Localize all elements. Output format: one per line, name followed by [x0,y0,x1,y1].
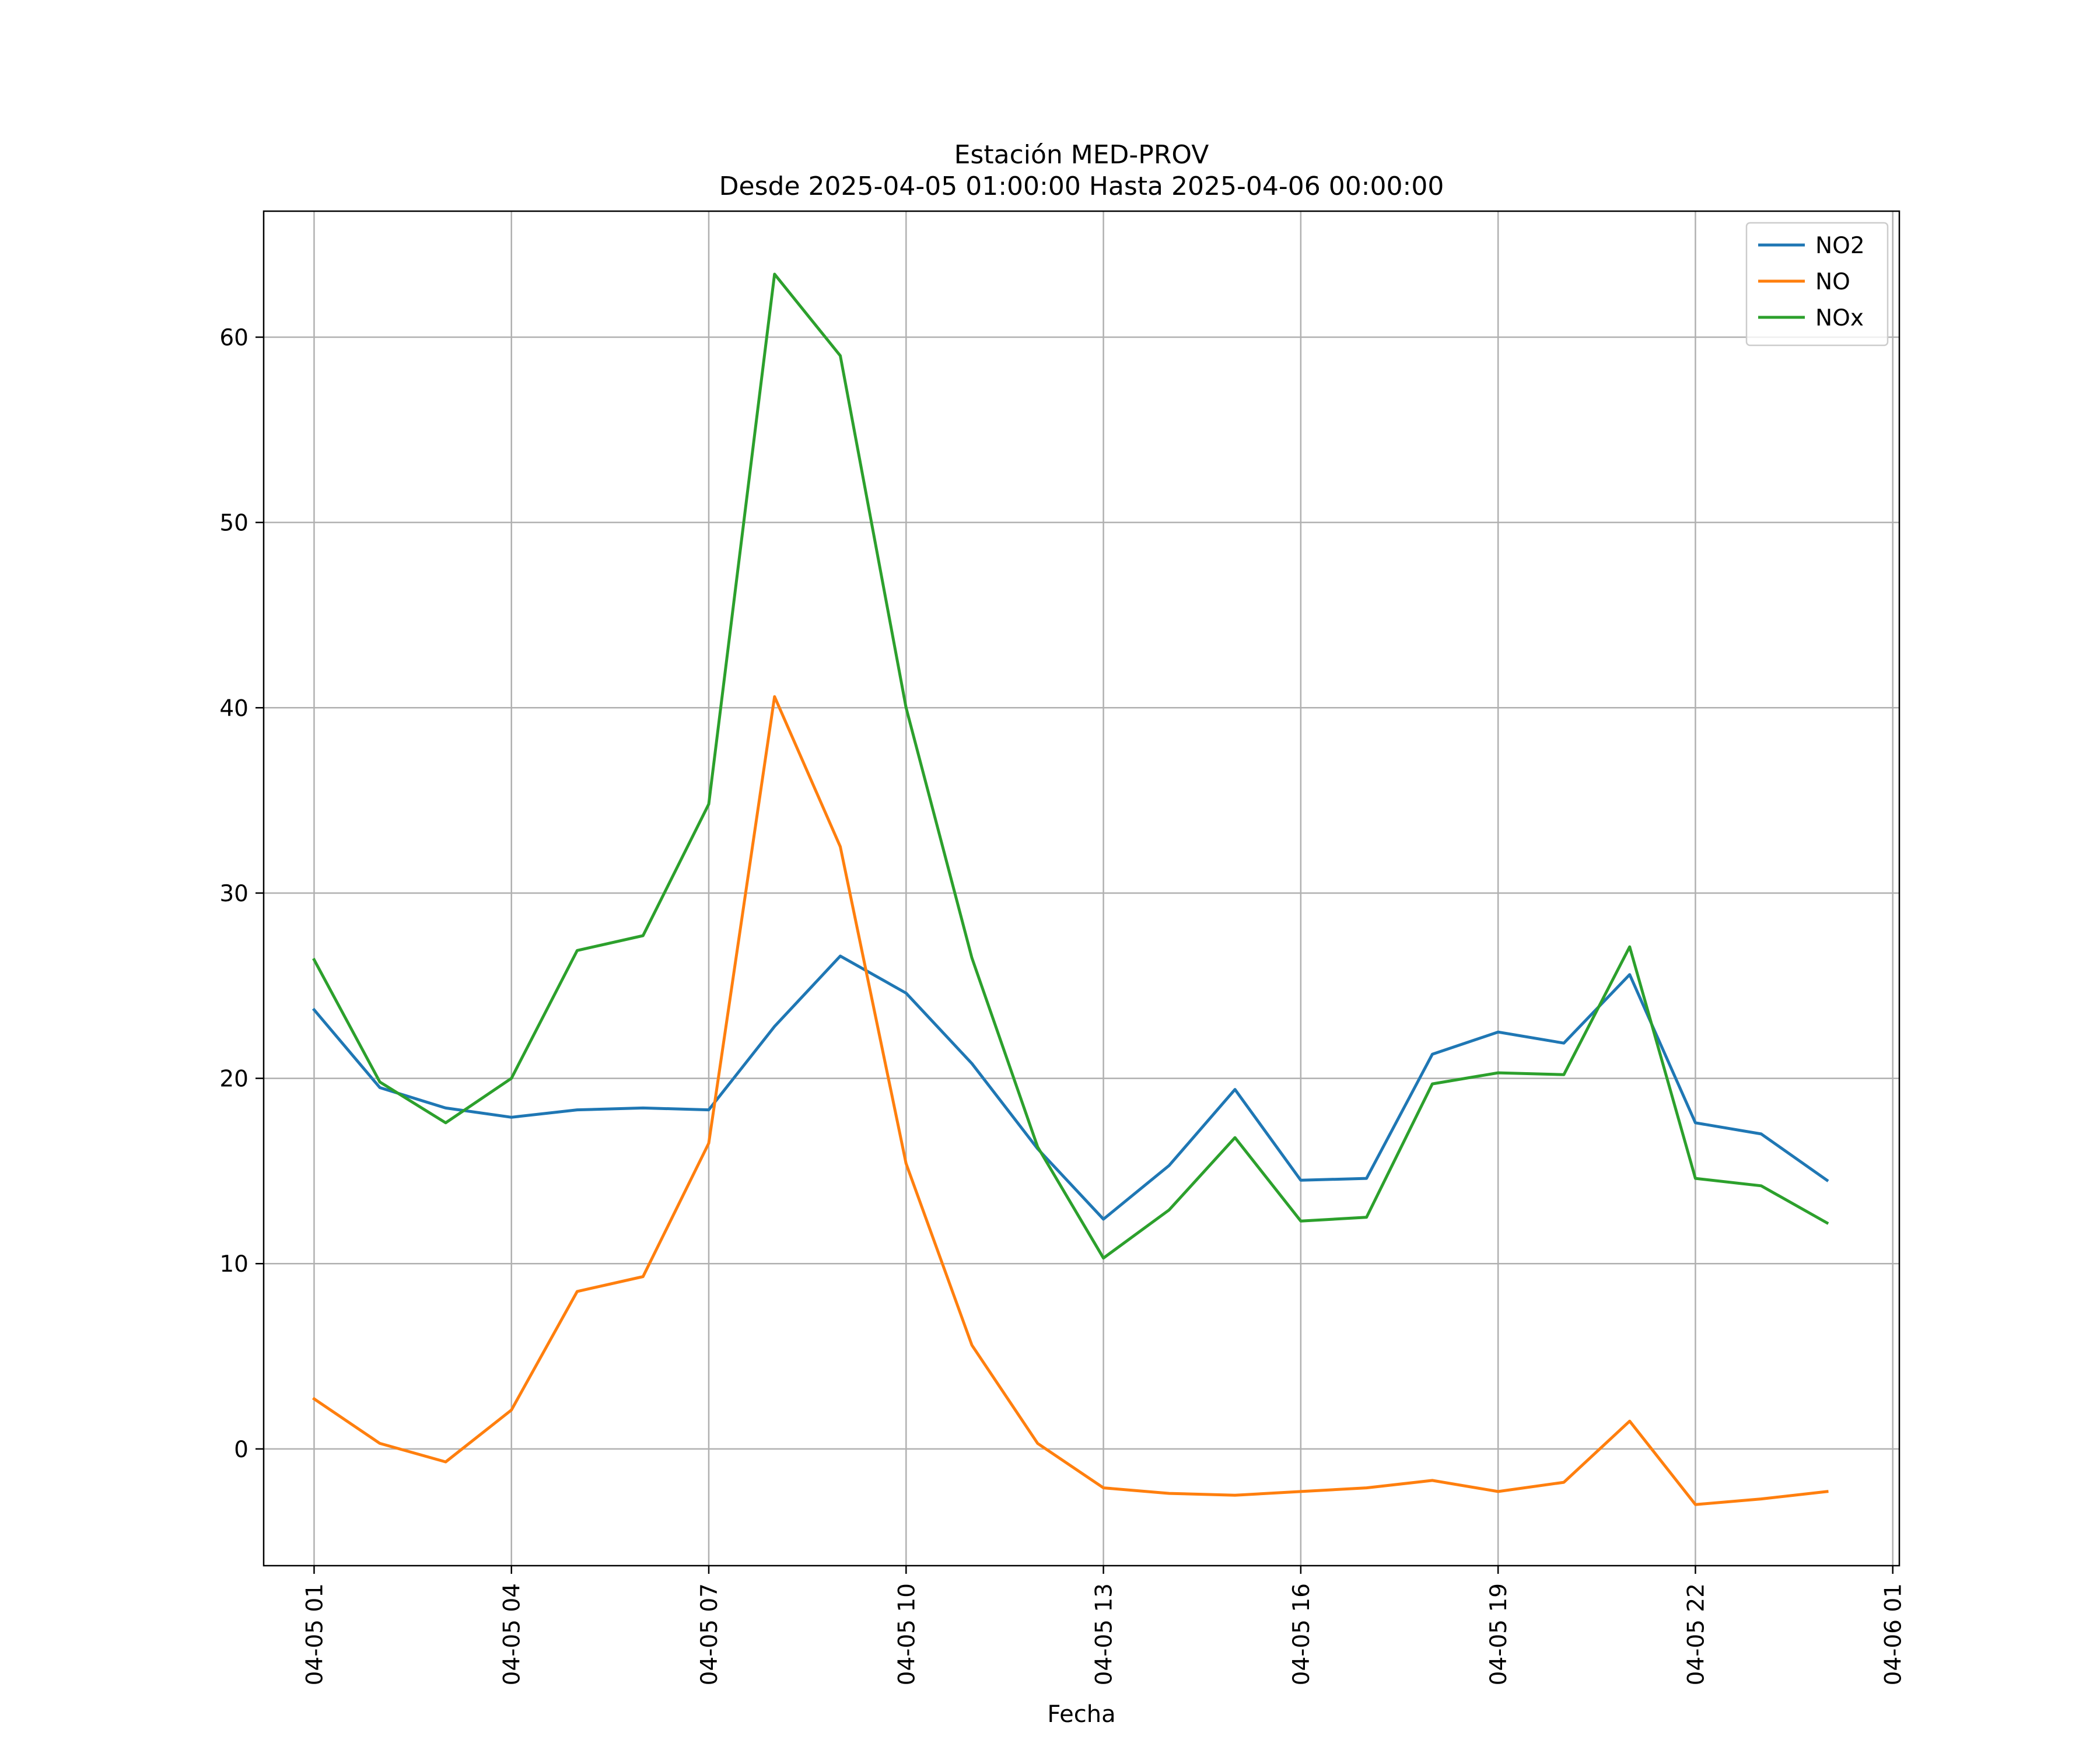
y-tick-label: 50 [219,510,249,537]
x-tick-label: 04-05 04 [499,1583,526,1685]
series-line-no [312,695,1829,1506]
y-tick-label: 0 [234,1437,249,1463]
y-tick-label: 60 [219,325,249,351]
chart-title: Estación MED-PROV [954,140,1209,170]
x-tick-label: 04-05 07 [696,1583,723,1685]
legend-label: NOx [1815,305,1864,331]
x-tick-label: 04-06 01 [1881,1583,1907,1685]
y-axis-ticks: 0 10 20 30 40 50 60 [219,325,264,1463]
x-tick-label: 04-05 13 [1091,1583,1118,1685]
legend-label: NO [1815,269,1850,295]
x-tick-label: 04-05 01 [302,1583,328,1685]
y-tick-label: 40 [219,695,249,722]
legend-box [1745,222,1889,346]
x-axis-ticks: 04-05 01 04-05 04 04-05 07 04-05 10 04-05 13… [302,1566,1907,1685]
y-tick-label: 10 [219,1251,249,1278]
x-tick-label: 04-05 19 [1486,1583,1512,1685]
x-tick-label: 04-05 10 [894,1583,920,1685]
x-tick-label: 04-05 22 [1683,1583,1709,1685]
legend: NO2 NO NOx [1745,222,1889,346]
x-tick-label: 04-05 16 [1289,1583,1315,1685]
grid [264,211,1899,1566]
plot-frame [262,210,1901,1567]
y-tick-label: 30 [219,881,249,907]
chart-subtitle: Desde 2025-04-05 01:00:00 Hasta 2025-04-… [719,172,1444,201]
legend-label: NO2 [1815,233,1865,259]
series-line-nox [312,272,1829,1260]
y-tick-label: 20 [219,1066,249,1093]
x-axis-label: Fecha [1047,1701,1115,1728]
series-lines [312,272,1829,1506]
series-line-no2 [312,954,1829,1221]
